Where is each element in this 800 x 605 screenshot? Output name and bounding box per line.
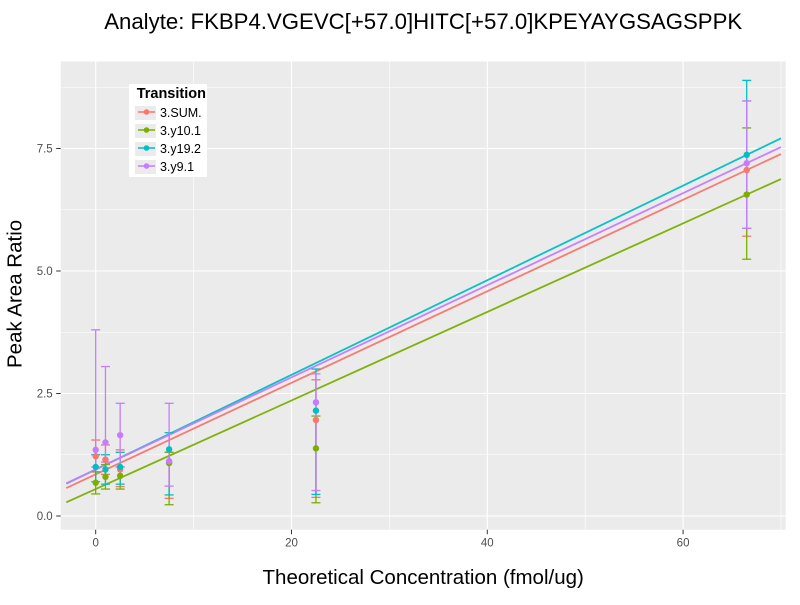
svg-text:5.0: 5.0 [37, 266, 53, 278]
svg-text:40: 40 [481, 538, 494, 550]
svg-text:2.5: 2.5 [37, 389, 53, 401]
svg-text:0: 0 [92, 538, 98, 550]
svg-text:7.5: 7.5 [37, 144, 53, 156]
svg-text:20: 20 [285, 538, 298, 550]
svg-text:60: 60 [677, 538, 690, 550]
svg-text:0.0: 0.0 [37, 511, 53, 523]
